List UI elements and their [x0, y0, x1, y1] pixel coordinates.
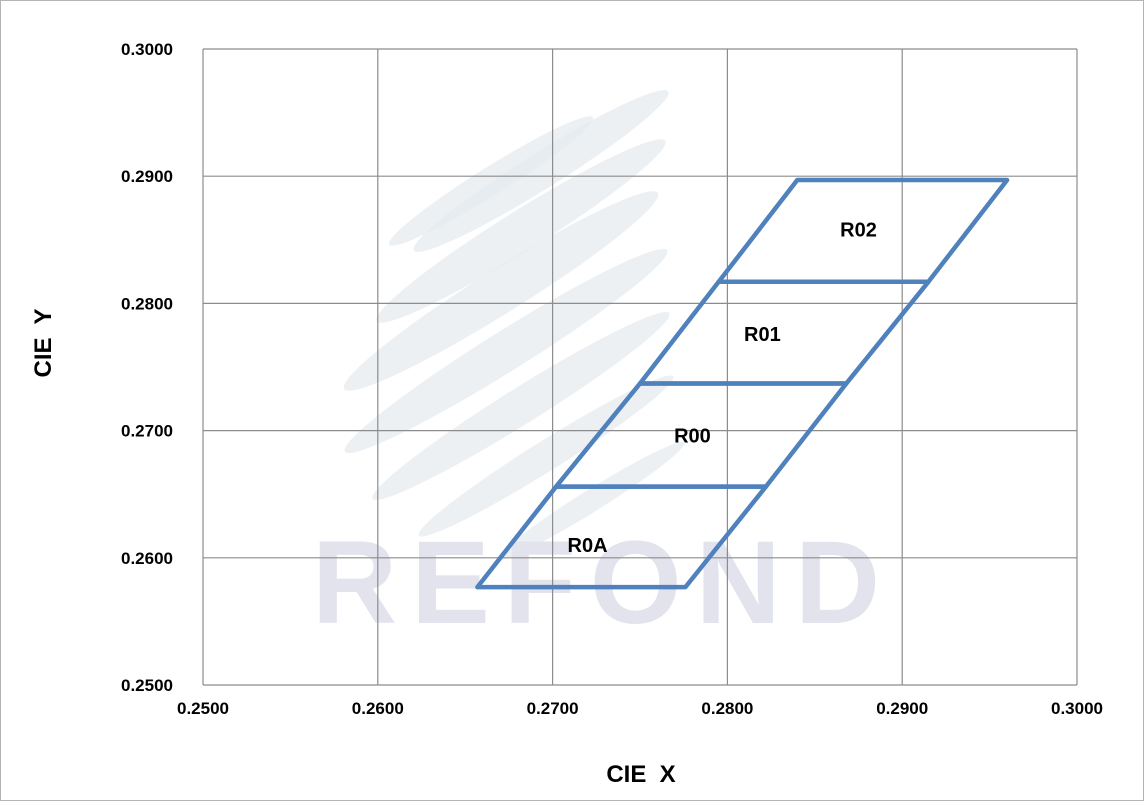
x-tick-label: 0.2900: [876, 699, 928, 718]
x-tick-label: 0.2700: [527, 699, 579, 718]
watermark-text: REFOND: [312, 517, 894, 649]
y-tick-label: 0.2700: [121, 422, 173, 441]
watermark-swoosh: [497, 441, 685, 561]
x-tick-label: 0.2500: [177, 699, 229, 718]
x-tick-label: 0.3000: [1051, 699, 1103, 718]
watermark-swoosh: [388, 116, 594, 246]
x-axis-title: CIE X: [606, 761, 675, 788]
y-tick-label: 0.2600: [121, 549, 173, 568]
y-tick-label: 0.2800: [121, 294, 173, 313]
watermark-swoosh: [376, 139, 666, 323]
watermark: REFOND: [312, 90, 894, 649]
bin-regions: R0A R00 R01 R02: [475, 177, 1010, 590]
grid: [202, 48, 1078, 686]
watermark-swoosh: [413, 90, 669, 252]
watermark-swoosh: [343, 191, 659, 391]
tick-labels: 0.2500 0.2600 0.2700 0.2800 0.2900 0.3000 0.25…: [121, 40, 1103, 718]
x-tick-label: 0.2800: [701, 699, 753, 718]
y-tick-label: 0.3000: [121, 40, 173, 59]
region-r02: [716, 177, 1010, 285]
region-label-r01: R01: [744, 324, 781, 346]
x-tick-label: 0.2600: [352, 699, 404, 718]
watermark-swoosh: [372, 312, 670, 500]
region-r01: [637, 279, 931, 386]
watermark-swoosh: [418, 375, 674, 537]
region-label-r0a: R0A: [568, 535, 608, 557]
y-axis-title: CIE Y: [30, 309, 57, 378]
y-tick-label: 0.2500: [121, 676, 173, 695]
region-label-r02: R02: [840, 220, 877, 242]
watermark-swoosh: [344, 248, 668, 454]
y-tick-label: 0.2900: [121, 167, 173, 186]
region-label-r00: R00: [674, 426, 711, 448]
